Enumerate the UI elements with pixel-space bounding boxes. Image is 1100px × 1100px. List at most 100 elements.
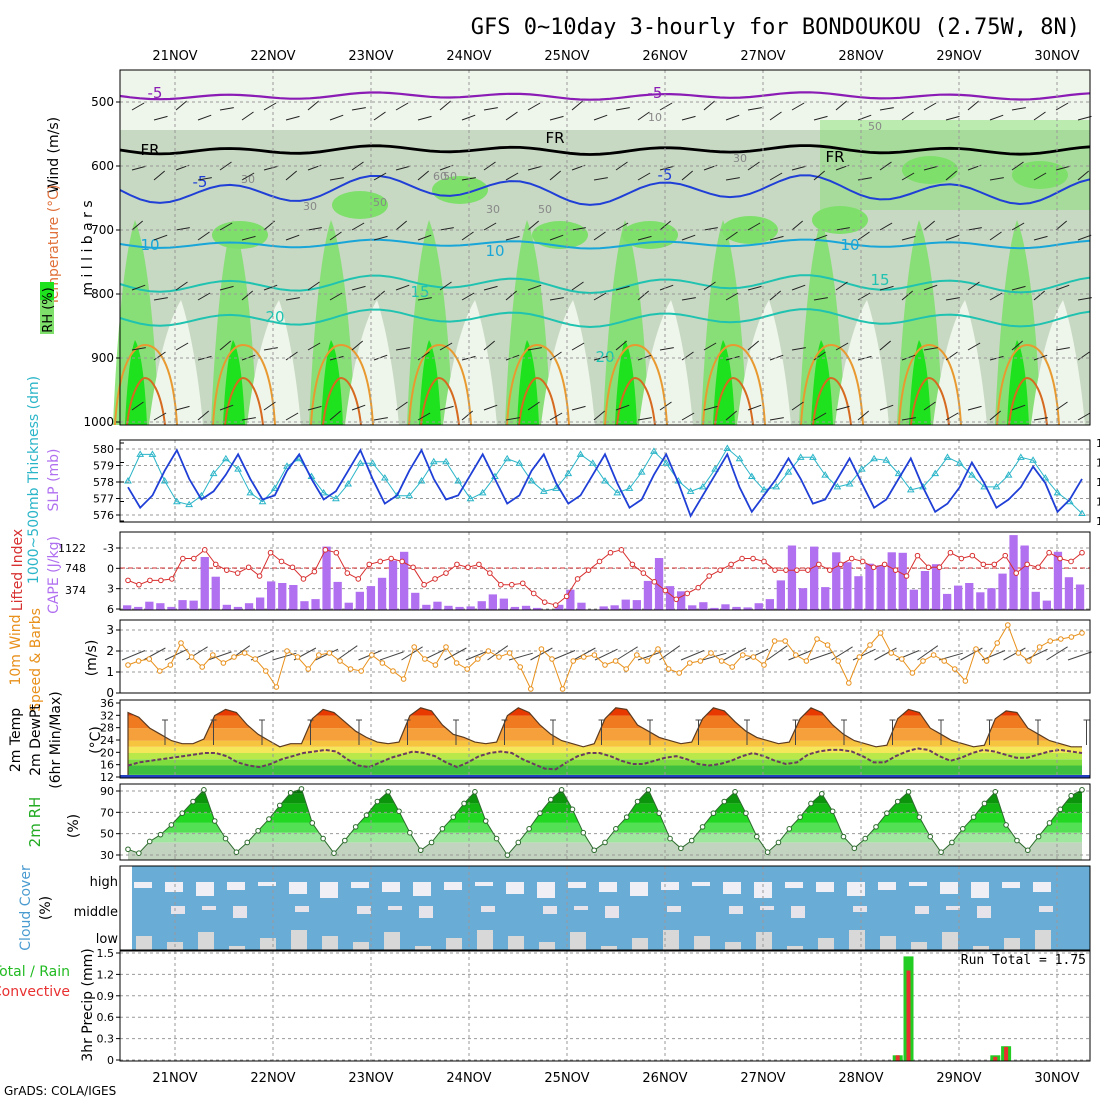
lifted-index-line-marker [640,570,647,576]
cape-bar [178,600,187,610]
cape-bar [876,565,885,610]
wind-barb [637,172,651,181]
precip-tick-label: 0 [107,1054,114,1067]
date-label-top: 28NOV [838,49,883,64]
wind-barb [923,347,938,351]
lifted-index-line-marker [651,579,658,585]
wind-barb [791,220,804,231]
wind-barb [857,177,872,181]
wind-barb [175,405,190,411]
lifted-index-line-marker [947,549,954,556]
rh-line-marker [862,835,868,842]
rh-unit: (%) [66,814,82,838]
rh-line-marker [764,849,771,856]
thickness-line-marker [772,482,781,490]
lifted-index-line-marker [585,567,592,573]
lifted-index-line-marker [717,567,723,573]
contour-25 [114,343,178,426]
wind-speed-line-marker [824,642,831,648]
wind-speed-line-marker [899,656,905,662]
rh-dry-wedge [247,300,301,425]
cloud-low-gap [663,930,679,950]
rh-line-marker [580,829,587,836]
surface-wind-barb [616,646,638,661]
wind-barb [659,401,672,411]
thickness-line-marker [234,465,242,472]
surface-wind-barb [637,651,662,661]
rh-plume [897,220,943,425]
contour-30 [322,376,362,426]
lifted-index-line-marker [991,561,998,568]
surface-wind-barb [207,651,232,661]
rh-dry-wedge [835,300,889,425]
wind-barb [153,351,166,361]
cloud-high-gap [382,882,400,892]
date-label-top: 25NOV [544,49,589,64]
wind-barb [769,235,784,241]
thickness-line-marker [625,484,634,491]
thickness-line-marker [992,482,1001,490]
date-label-top: 30NOV [1034,49,1079,64]
cloud-low-gap [477,930,493,950]
cape-bar [854,576,863,610]
thickness-line-marker [601,477,609,484]
thickness-line-marker [258,497,267,505]
thickness-line-marker [393,491,401,499]
lifted-index-line-marker [355,576,362,582]
wind-speed-line-marker [782,638,789,644]
rh-plume [211,220,257,425]
lifted-index-line-marker [1002,552,1009,559]
rh-line-marker [732,788,738,795]
wind-barb [615,222,629,231]
wind-barb [637,235,652,241]
wind-speed-line-marker [167,662,174,668]
wind-barb [681,170,694,181]
wind-speed-line-marker [390,668,396,674]
thickness-line-marker [527,477,536,484]
wind-speed-line-marker [835,658,842,664]
cape-bar [267,581,276,610]
wind-barb [153,170,166,181]
lifted-index-line-marker [728,561,734,568]
thickness-line-marker [686,487,695,494]
cape-bar [510,606,520,610]
lifted-index-line-marker [958,555,965,562]
contour-label: 30 [733,152,747,165]
contour-25 [702,343,766,426]
wind-barb [747,340,760,351]
wind-barb [527,102,541,111]
cape-bar [222,604,231,610]
wind-barb [219,161,232,171]
thickness-line-marker [735,454,744,462]
thickness-line-marker [747,472,756,480]
rh-line-marker [266,816,272,822]
rh-line-marker [157,831,164,838]
slp-tick-label: 1014 [1096,437,1100,450]
cape-bar [765,599,774,610]
wind-speed-line-marker [750,654,757,660]
lifted-index-line-marker [465,564,471,571]
thickness-line-marker [760,485,768,493]
lifted-index-line-marker [969,552,976,559]
cape-bar [976,592,985,610]
wind-barb [1055,401,1068,411]
thickness-line-marker [417,477,426,484]
thickness-line-marker [870,454,878,462]
rh2m-panel: 90 70 50 30 [100,783,1091,862]
temp-ylabel2: 2m DewPt [28,704,44,776]
cloud-high-gap [165,882,183,892]
cape-bar [577,602,586,610]
cape-bar [1042,600,1051,610]
contour-label: 30 [303,200,317,213]
precip-convective-bar [895,1055,900,1061]
cloud-low-gap [198,932,214,950]
wind-barb [1077,412,1091,421]
thickness-ylabel: 1000~500mb Thickness (dm) [26,376,42,584]
thickness-tick-label: 578 [93,476,114,489]
wind-barb [923,102,937,111]
wind-barb [219,285,234,291]
lifted-index-line-marker [289,564,296,571]
lifted-index-line-marker [903,573,910,579]
wind-speed-line-marker [549,656,555,662]
